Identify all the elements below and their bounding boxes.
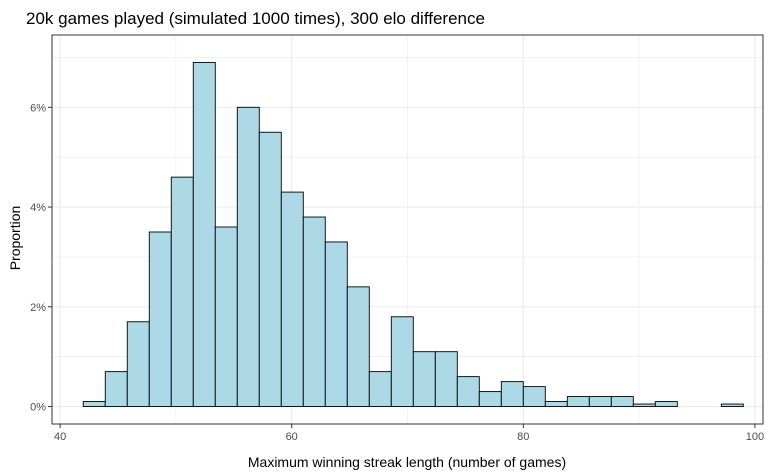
histogram-bar bbox=[346, 286, 370, 407]
y-tick-label: 4% bbox=[30, 202, 46, 214]
histogram-bar bbox=[258, 131, 282, 407]
histogram-bar bbox=[368, 371, 392, 407]
x-tick-label: 60 bbox=[286, 431, 298, 443]
x-tick-label: 80 bbox=[517, 431, 529, 443]
histogram-bar bbox=[566, 396, 590, 407]
bars bbox=[82, 61, 744, 407]
histogram-bar bbox=[148, 231, 172, 407]
histogram-bar bbox=[478, 391, 502, 407]
x-axis-title: Maximum winning streak length (number of… bbox=[248, 454, 566, 470]
histogram-bar bbox=[104, 371, 128, 407]
axes: 40 60 80 100 0% 2% 4% 6% bbox=[30, 102, 764, 443]
histogram-bar bbox=[632, 403, 656, 407]
histogram-bar bbox=[302, 216, 326, 407]
histogram-bar bbox=[412, 351, 436, 407]
y-axis-title: Proportion bbox=[7, 206, 23, 271]
histogram-bar bbox=[720, 403, 744, 407]
histogram-bar bbox=[170, 176, 194, 407]
histogram-bar bbox=[390, 316, 414, 407]
y-tick-label: 6% bbox=[30, 102, 46, 114]
histogram-bar bbox=[522, 386, 546, 407]
histogram-bar bbox=[126, 321, 150, 407]
histogram-bar bbox=[82, 401, 106, 407]
panel-border bbox=[51, 34, 764, 425]
histogram-bar bbox=[654, 401, 678, 407]
histogram-bar bbox=[192, 61, 216, 407]
histogram-bar bbox=[500, 381, 524, 407]
histogram-bar bbox=[544, 401, 568, 407]
histogram-bar bbox=[280, 191, 304, 407]
y-tick-label: 0% bbox=[30, 402, 46, 414]
histogram-bar bbox=[214, 226, 238, 407]
histogram-bar bbox=[588, 396, 612, 407]
histogram-bar bbox=[434, 351, 458, 407]
y-tick-label: 2% bbox=[30, 302, 46, 314]
histogram-bar bbox=[324, 241, 348, 407]
x-tick-label: 40 bbox=[54, 431, 66, 443]
histogram-bar bbox=[456, 376, 480, 407]
histogram-bar bbox=[236, 106, 260, 407]
chart-title: 20k games played (simulated 1000 times),… bbox=[26, 9, 485, 28]
histogram-bar bbox=[610, 396, 634, 407]
x-tick-label: 100 bbox=[746, 431, 764, 443]
